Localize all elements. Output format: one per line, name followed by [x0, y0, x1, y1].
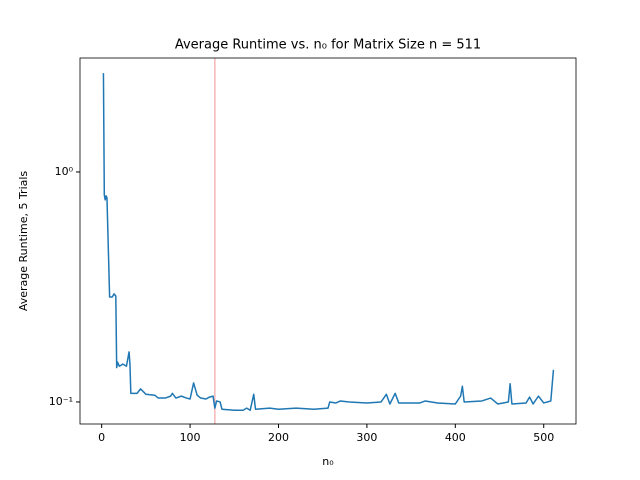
x-tick-label: 0 — [98, 431, 105, 444]
x-tick-label: 300 — [356, 431, 377, 444]
x-tick-label: 100 — [180, 431, 201, 444]
chart-title: Average Runtime vs. n₀ for Matrix Size n… — [175, 38, 481, 53]
y-tick-label: 10⁻¹ — [49, 395, 73, 408]
y-tick-label: 10⁰ — [55, 165, 74, 178]
series-line — [102, 73, 555, 412]
x-tick-label: 200 — [268, 431, 289, 444]
x-axis-label: n₀ — [322, 455, 334, 468]
x-tick-label: 500 — [533, 431, 554, 444]
x-tick-label: 400 — [445, 431, 466, 444]
plot-frame — [79, 57, 577, 425]
y-axis-label: Average Runtime, 5 Trials — [17, 171, 30, 312]
